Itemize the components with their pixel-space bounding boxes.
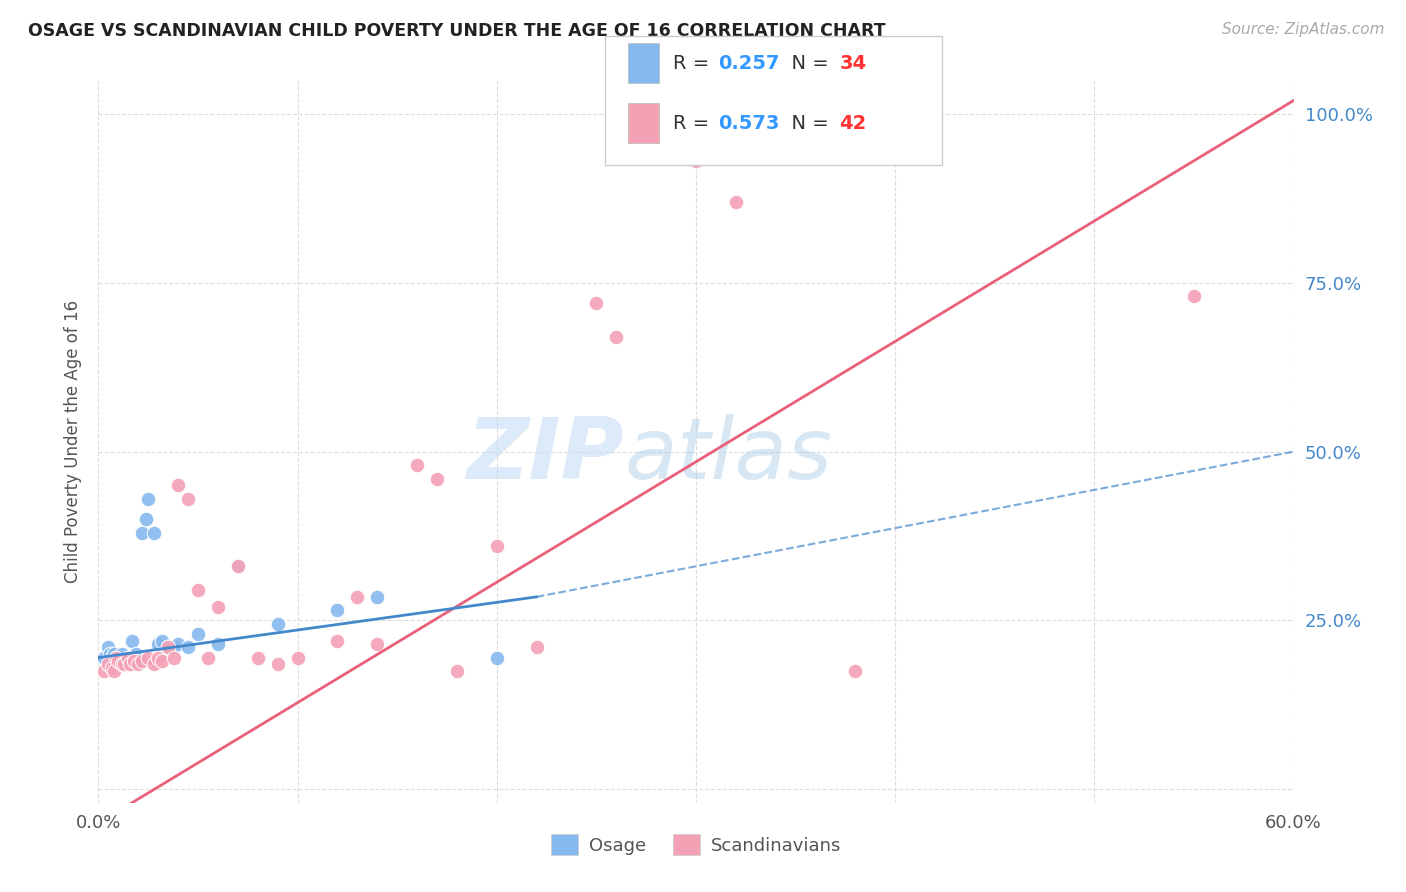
Point	[163, 650, 186, 665]
Point	[187, 583, 209, 598]
Text: OSAGE VS SCANDINAVIAN CHILD POVERTY UNDER THE AGE OF 16 CORRELATION CHART: OSAGE VS SCANDINAVIAN CHILD POVERTY UNDE…	[28, 22, 886, 40]
Point	[157, 640, 180, 655]
Point	[136, 491, 159, 506]
Point	[107, 654, 129, 668]
Point	[406, 458, 429, 472]
Point	[148, 650, 170, 665]
Point	[177, 491, 200, 506]
Point	[267, 616, 290, 631]
Point	[143, 525, 166, 540]
Point	[101, 650, 124, 665]
Text: N =: N =	[779, 54, 835, 72]
Text: ZIP: ZIP	[467, 415, 624, 498]
Point	[246, 650, 269, 665]
Point	[226, 559, 249, 574]
Legend: Osage, Scandinavians: Osage, Scandinavians	[544, 827, 848, 863]
Point	[127, 657, 149, 672]
Point	[167, 637, 190, 651]
Point	[485, 539, 508, 553]
Point	[446, 664, 468, 678]
Point	[125, 647, 148, 661]
Point	[485, 650, 508, 665]
Point	[197, 650, 219, 665]
Point	[163, 640, 186, 655]
Point	[1182, 289, 1205, 303]
Text: 0.573: 0.573	[718, 113, 780, 133]
Point	[207, 599, 229, 614]
Point	[127, 650, 149, 665]
Point	[103, 647, 125, 661]
Point	[426, 472, 449, 486]
Point	[93, 650, 115, 665]
Point	[135, 512, 157, 526]
Point	[124, 654, 146, 668]
Point	[326, 633, 349, 648]
Point	[111, 657, 134, 672]
Point	[526, 640, 548, 655]
Point	[112, 657, 135, 672]
Text: Source: ZipAtlas.com: Source: ZipAtlas.com	[1222, 22, 1385, 37]
Point	[326, 603, 349, 617]
Text: R =: R =	[673, 113, 716, 133]
Point	[157, 640, 180, 655]
Point	[120, 657, 142, 672]
Point	[110, 650, 132, 665]
Y-axis label: Child Poverty Under the Age of 16: Child Poverty Under the Age of 16	[63, 300, 82, 583]
Point	[105, 650, 128, 665]
Point	[112, 657, 135, 672]
Point	[97, 657, 120, 672]
Point	[605, 330, 627, 344]
Point	[226, 559, 249, 574]
Point	[724, 194, 747, 209]
Point	[93, 664, 115, 678]
Point	[150, 654, 173, 668]
Point	[167, 478, 190, 492]
Point	[117, 650, 139, 665]
Point	[150, 633, 173, 648]
Point	[585, 296, 607, 310]
Text: 34: 34	[839, 54, 866, 72]
Point	[105, 650, 128, 665]
Point	[366, 637, 388, 651]
Point	[844, 664, 866, 678]
Point	[131, 654, 153, 668]
Point	[287, 650, 309, 665]
Point	[120, 657, 142, 672]
Point	[103, 664, 125, 678]
Point	[136, 650, 159, 665]
Text: R =: R =	[673, 54, 716, 72]
Point	[207, 637, 229, 651]
Point	[98, 647, 122, 661]
Point	[148, 637, 170, 651]
Point	[187, 627, 209, 641]
Text: 0.257: 0.257	[718, 54, 780, 72]
Point	[121, 633, 143, 648]
Text: N =: N =	[779, 113, 835, 133]
Point	[685, 154, 707, 169]
Point	[131, 525, 153, 540]
Text: 42: 42	[839, 113, 866, 133]
Point	[143, 657, 166, 672]
Point	[101, 661, 124, 675]
Point	[117, 650, 139, 665]
Point	[97, 640, 120, 655]
Point	[115, 654, 138, 668]
Point	[124, 650, 146, 665]
Point	[177, 640, 200, 655]
Text: atlas: atlas	[624, 415, 832, 498]
Point	[366, 590, 388, 604]
Point	[267, 657, 290, 672]
Point	[111, 647, 134, 661]
Point	[107, 657, 129, 672]
Point	[346, 590, 368, 604]
